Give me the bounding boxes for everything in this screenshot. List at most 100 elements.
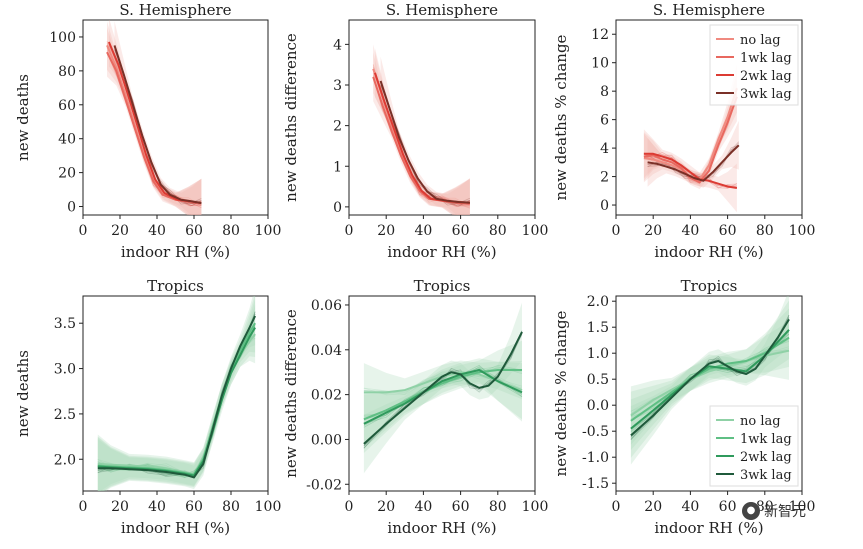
legend-label: 1wk lag: [740, 432, 792, 447]
legend-label: 1wk lag: [740, 51, 792, 66]
y-tick-label: 4: [333, 37, 342, 53]
x-tick-label: 60: [719, 223, 737, 239]
confidence-band: [363, 340, 522, 449]
trace-line: [630, 339, 790, 422]
x-tick-label: 40: [414, 223, 432, 239]
y-axis-label: new deaths: [14, 74, 32, 161]
series-line-3wk-lag: [379, 80, 470, 204]
series-line-2wk-lag: [643, 152, 738, 189]
x-tick-label: 80: [222, 499, 240, 515]
y-tick-label: 2.0: [54, 452, 76, 468]
x-tick-label: 0: [612, 499, 621, 515]
series-line-1wk-lag: [643, 96, 738, 184]
series-line-1wk-lag: [630, 336, 790, 422]
y-tick-label: 100: [49, 30, 76, 46]
confidence-band: [643, 129, 737, 213]
y-tick-label: 2.0: [587, 294, 609, 310]
axes-frame: [348, 295, 536, 492]
y-tick-label: 1.5: [587, 320, 609, 336]
x-tick-label: 100: [255, 223, 282, 239]
chart-panel: Tropics indoor RH (%) new deaths % change 0…: [552, 277, 815, 537]
chart-panel: S. Hemisphere indoor RH (%) new deaths dif…: [282, 1, 548, 261]
y-tick-label: 0.04: [311, 343, 342, 359]
y-axis-label: new deaths difference: [282, 33, 300, 202]
x-tick-label: 20: [644, 223, 662, 239]
chart-panel: Tropics indoor RH (%) new deaths 0 20 40 60 80 1…: [14, 277, 281, 537]
x-axis-label: indoor RH (%): [654, 243, 763, 261]
x-tick-label: 100: [789, 499, 816, 515]
y-tick-label: 0: [67, 200, 76, 216]
x-tick-label: 0: [612, 223, 621, 239]
y-tick-label: 2.5: [54, 407, 76, 423]
x-tick-label: 0: [79, 223, 88, 239]
x-tick-label: 40: [681, 499, 699, 515]
y-tick-label: 0: [333, 200, 342, 216]
y-tick-label: 3.0: [54, 362, 76, 378]
y-tick-label: 12: [591, 27, 609, 43]
chart-title: Tropics: [147, 277, 204, 295]
y-axis-label: new deaths % change: [552, 34, 570, 200]
series-line-3wk-lag: [113, 45, 202, 205]
series-line-3wk-lag: [97, 315, 257, 479]
x-axis-label: indoor RH (%): [121, 243, 230, 261]
y-tick-label: 0.02: [311, 388, 342, 404]
y-tick-label: 0: [600, 198, 609, 214]
y-tick-label: 20: [58, 166, 76, 182]
x-tick-label: 60: [452, 223, 470, 239]
y-tick-label: 4: [600, 141, 609, 157]
watermark-text: 新智元: [764, 504, 806, 520]
x-tick-label: 100: [255, 499, 282, 515]
series-line-2wk-lag: [630, 329, 790, 430]
plot-area: [643, 63, 740, 213]
confidence-band: [630, 321, 789, 445]
legend-label: no lag: [740, 414, 781, 429]
confidence-band: [363, 302, 522, 474]
x-tick-label: 20: [111, 499, 129, 515]
y-tick-label: 6: [600, 113, 609, 129]
series-line-3wk-lag: [630, 318, 790, 437]
y-tick-label: 2: [333, 119, 342, 135]
legend-label: 3wk lag: [740, 87, 792, 102]
confidence-band: [108, 20, 202, 215]
x-tick-label: 60: [719, 499, 737, 515]
legend-label: 2wk lag: [740, 450, 792, 465]
legend: no lag 1wk lag 2wk lag 3wk lag: [709, 405, 799, 487]
x-axis-label: indoor RH (%): [387, 519, 496, 537]
x-axis-label: indoor RH (%): [387, 243, 496, 261]
confidence-band: [630, 308, 789, 451]
axes-frame: [82, 19, 269, 216]
axes-frame: [615, 19, 803, 216]
y-tick-label: 60: [58, 98, 76, 114]
legend-label: 3wk lag: [740, 468, 792, 483]
x-tick-label: 100: [522, 223, 549, 239]
trace-line: [643, 92, 738, 183]
chart-panel: S. Hemisphere indoor RH (%) new deaths % c…: [552, 1, 815, 261]
confidence-band: [363, 358, 522, 453]
plot-area: [97, 296, 257, 491]
wechat-logo-icon: ●: [742, 502, 760, 520]
series-line-3wk-lag: [363, 331, 523, 445]
axes-frame: [615, 295, 803, 492]
x-axis-label: indoor RH (%): [654, 519, 763, 537]
y-tick-label: 3: [333, 78, 342, 94]
x-tick-label: 20: [111, 223, 129, 239]
series-line-1wk-lag: [363, 369, 522, 421]
y-tick-label: 2: [600, 170, 609, 186]
x-tick-label: 0: [345, 223, 354, 239]
y-tick-label: -0.02: [306, 477, 342, 493]
y-tick-label: -0.5: [582, 424, 609, 440]
x-tick-label: 80: [756, 223, 774, 239]
legend-label: 2wk lag: [740, 69, 792, 84]
y-tick-label: 0.5: [587, 372, 609, 388]
series-line-3wk-lag: [647, 144, 740, 182]
y-tick-label: 3.5: [54, 316, 76, 332]
x-tick-label: 20: [644, 499, 662, 515]
plot-area: [363, 302, 523, 474]
x-tick-label: 80: [756, 499, 774, 515]
y-tick-label: 80: [58, 64, 76, 80]
confidence-band: [647, 120, 739, 188]
y-tick-label: 1.0: [587, 346, 609, 362]
x-axis-label: indoor RH (%): [121, 519, 230, 537]
chart-title: S. Hemisphere: [386, 1, 498, 19]
